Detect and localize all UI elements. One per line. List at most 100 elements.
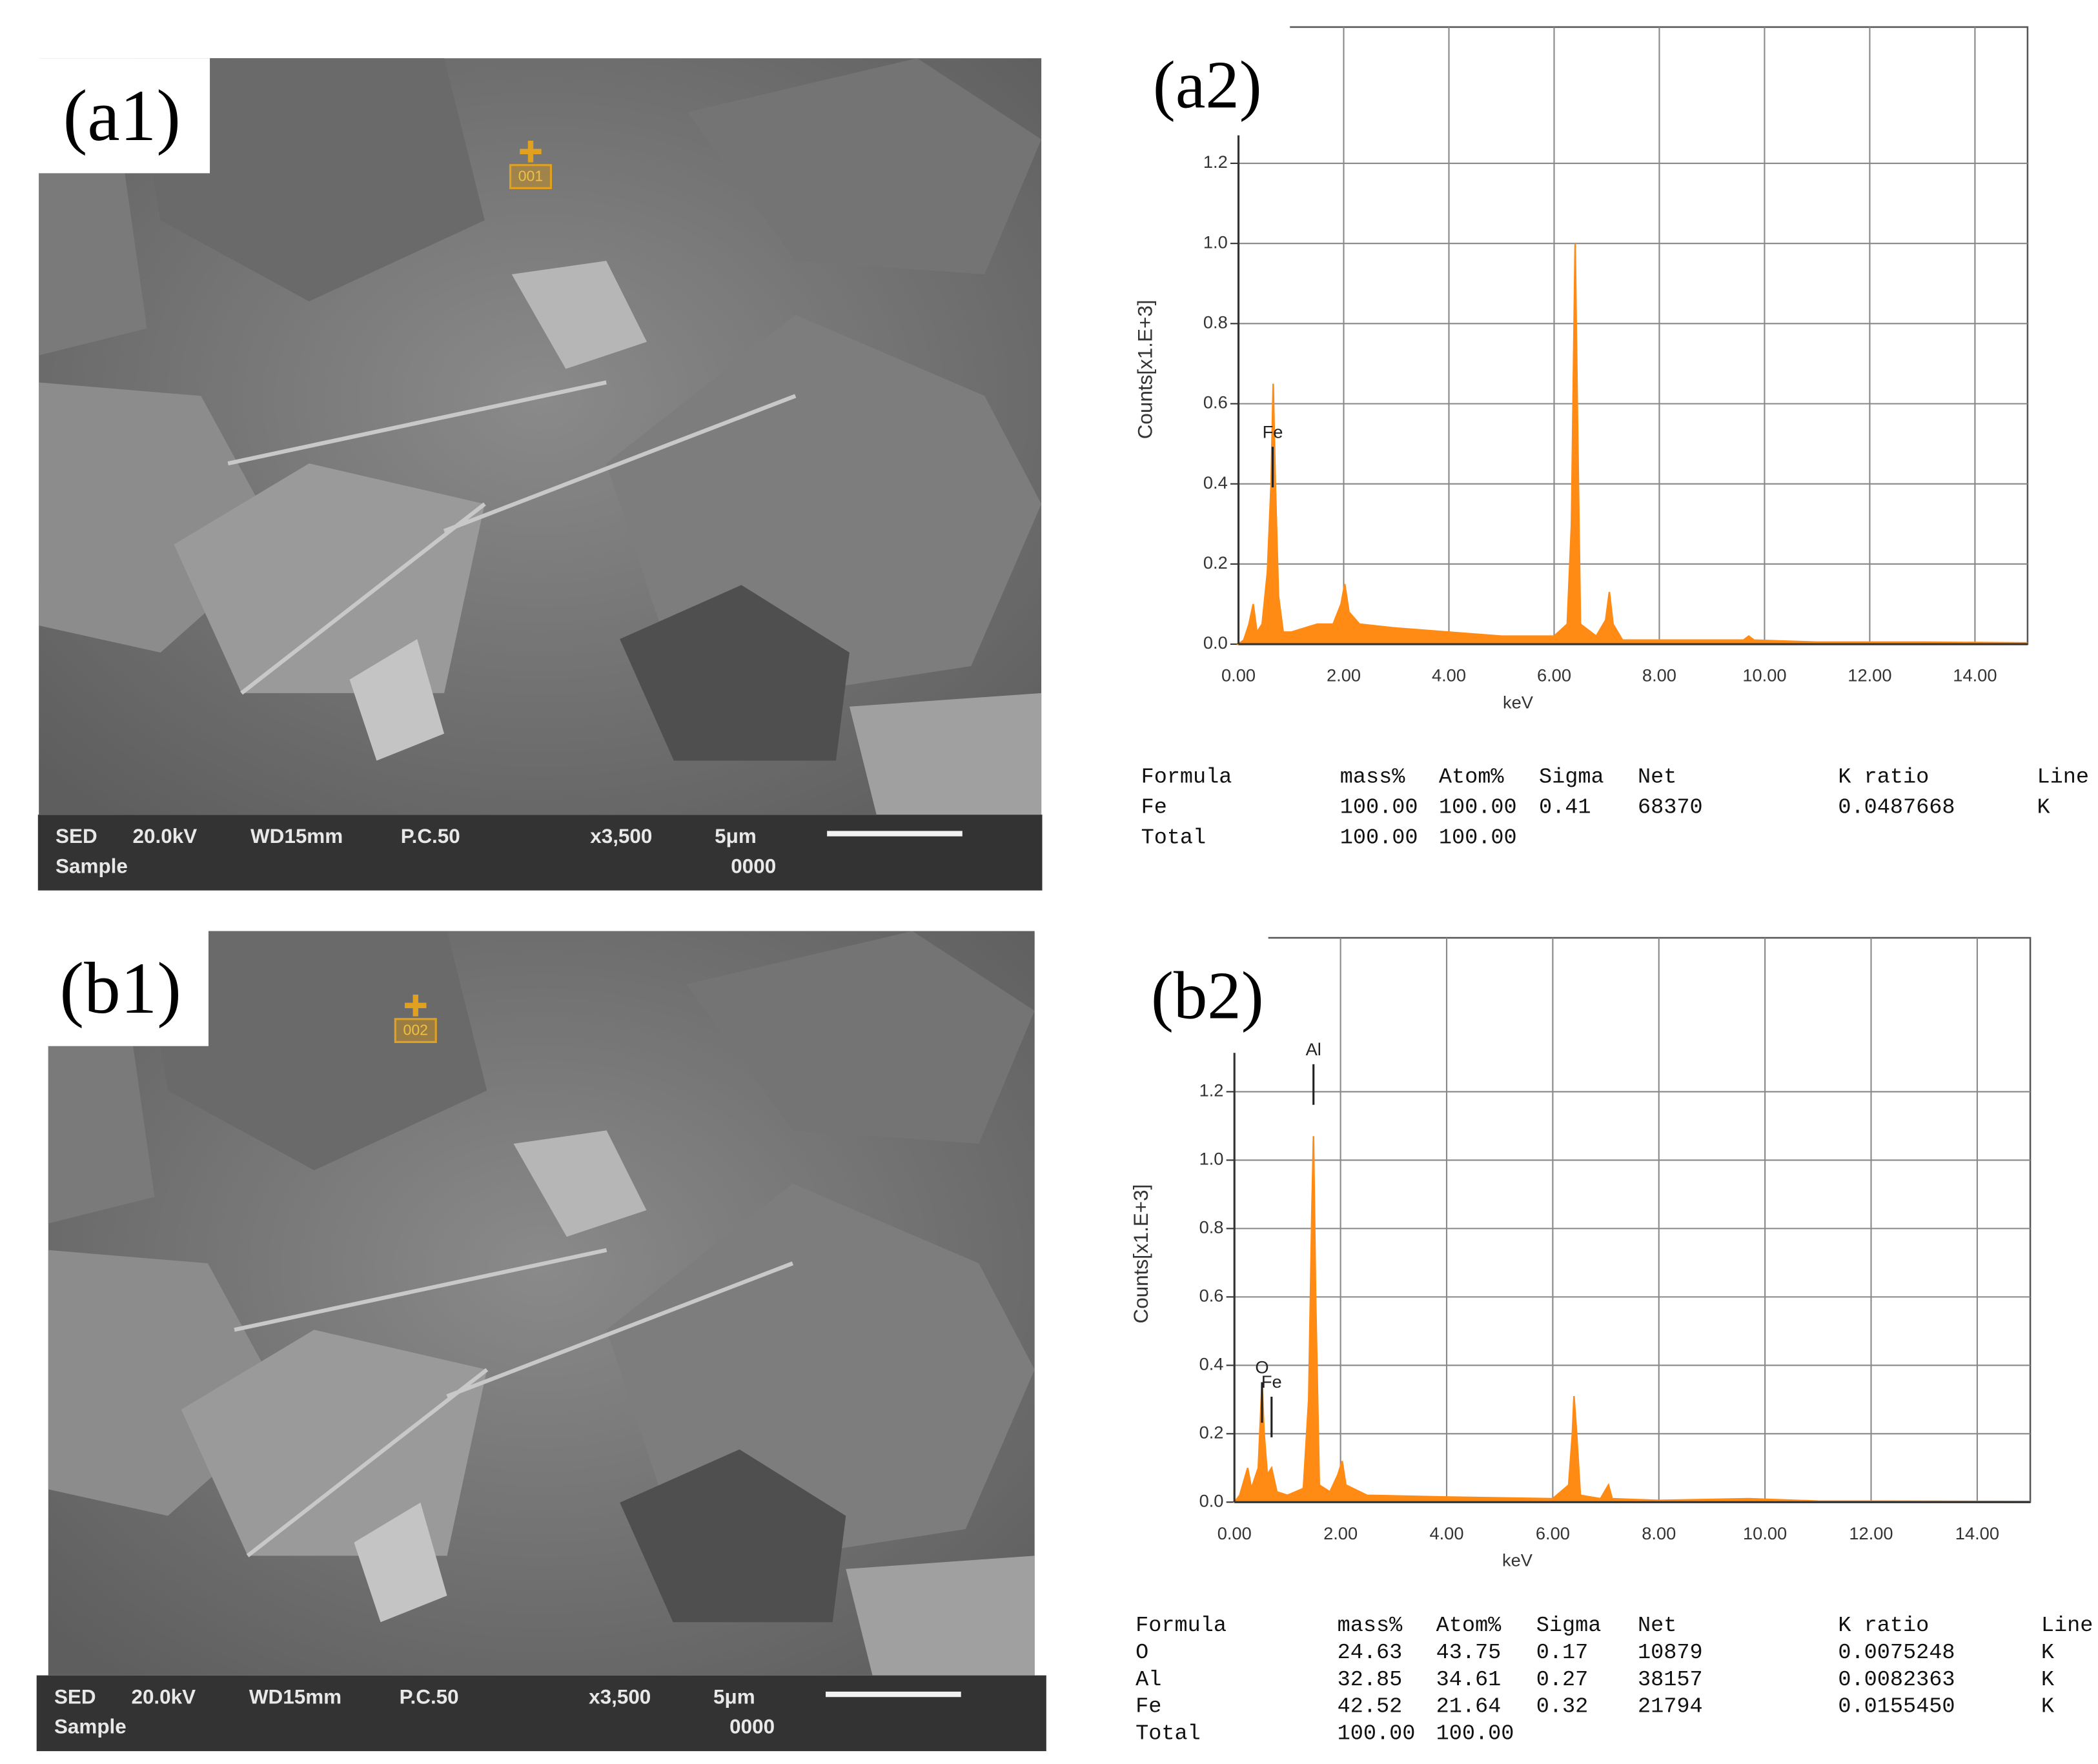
- tables: Formula mass% Atom% Sigma Net K ratio Line Fe 10…: [1136, 765, 2093, 1746]
- spectrum: [1232, 1136, 2031, 1503]
- table-header: Atom%: [1439, 765, 1504, 789]
- table-header: Net: [1638, 1614, 1676, 1638]
- label-box: [1123, 924, 1268, 1053]
- x-tick-label: 8.00: [1642, 665, 1676, 685]
- x-tick-label: 2.00: [1323, 1523, 1358, 1543]
- y-axis-label: Counts[x1.E+3]: [1134, 299, 1156, 439]
- table-cell: 100.00: [1439, 796, 1517, 820]
- info-bar: [36, 1675, 1046, 1752]
- info-text: Sample: [56, 855, 128, 877]
- result-table: Formula mass% Atom% Sigma Net K ratio Line Fe 10…: [1141, 765, 2089, 850]
- table-cell: 0.41: [1539, 796, 1591, 820]
- y-tick-label: 1.0: [1203, 232, 1228, 252]
- table-cell: Al: [1136, 1668, 1161, 1692]
- info-text: P.C.50: [400, 1686, 459, 1708]
- y-tick-label: 0.0: [1199, 1490, 1224, 1510]
- table-cell: 0.0487668: [1838, 796, 1955, 820]
- table-header: K ratio: [1838, 765, 1929, 789]
- table-cell: 42.52: [1338, 1695, 1403, 1719]
- x-axis-label: keV: [1503, 692, 1534, 712]
- y-tick-label: 1.2: [1203, 152, 1228, 172]
- table-header: Net: [1638, 765, 1676, 789]
- y-tick-label: 0.2: [1203, 553, 1228, 573]
- y-axis-label: Counts[x1.E+3]: [1130, 1184, 1152, 1324]
- info-text: 20.0kV: [133, 825, 198, 847]
- annotation-label: Al: [1306, 1039, 1321, 1059]
- x-tick-label: 6.00: [1537, 665, 1571, 685]
- table-cell: 0.0075248: [1838, 1641, 1955, 1665]
- table-header: Line: [2041, 1614, 2093, 1638]
- annotation-label: Fe: [1263, 421, 1283, 441]
- x-tick-label: 8.00: [1642, 1523, 1676, 1543]
- table-cell: 21794: [1638, 1695, 1703, 1719]
- y-tick-label: 0.4: [1199, 1354, 1224, 1374]
- y-tick-label: 1.2: [1199, 1080, 1224, 1100]
- label-box: [37, 58, 210, 174]
- table-cell: 10879: [1638, 1641, 1703, 1665]
- table-cell: 0.27: [1536, 1668, 1589, 1692]
- table-cell: Total: [1136, 1722, 1201, 1747]
- x-tick-label: 14.00: [1953, 665, 1997, 685]
- panel-label: (b1): [59, 948, 181, 1029]
- table-cell: 43.75: [1436, 1641, 1502, 1665]
- panel-label: (a1): [63, 76, 181, 156]
- table-cell: O: [1136, 1641, 1148, 1665]
- info-text: WD15mm: [249, 1686, 341, 1708]
- label-box: [36, 931, 209, 1046]
- table-cell: 34.61: [1436, 1668, 1502, 1692]
- info-text: Sample: [54, 1716, 127, 1738]
- annotation-label: Fe: [1261, 1372, 1282, 1392]
- table-header: Formula: [1141, 765, 1232, 789]
- marker-label: 001: [518, 168, 543, 185]
- table-header: Sigma: [1539, 765, 1604, 789]
- info-text: SED: [56, 825, 97, 847]
- x-tick-label: 12.00: [1848, 665, 1891, 685]
- sem-panel: SED 20.0kV WD15mm P.C.50 x3,500 5μm Sample 0000…: [37, 58, 1043, 891]
- x-tick-label: 0.00: [1217, 1523, 1252, 1543]
- table-header: Line: [2037, 765, 2089, 789]
- panel-label: (a2): [1153, 48, 1262, 123]
- y-tick-label: 1.0: [1199, 1149, 1224, 1169]
- x-tick-label: 12.00: [1849, 1523, 1893, 1543]
- table-cell: 100.00: [1340, 796, 1418, 820]
- spectrum-chart: 0.0 0.2 0.4 0.6 0.8 1.0 1.2 0.00 2.00 4.00 6.00 8.0…: [1123, 924, 2032, 1570]
- marker-cross: [520, 141, 542, 163]
- marker-label: 002: [403, 1022, 428, 1039]
- table-cell: Fe: [1136, 1695, 1161, 1719]
- marker-box: [509, 164, 553, 190]
- table-cell: K: [2041, 1641, 2055, 1665]
- table-header: Sigma: [1536, 1614, 1602, 1638]
- table-header: Atom%: [1436, 1614, 1502, 1638]
- info-text: x3,500: [590, 825, 652, 847]
- table-cell: Total: [1141, 826, 1207, 851]
- info-text: 0000: [731, 855, 776, 877]
- table-cell: 68370: [1638, 796, 1703, 820]
- y-tick-label: 0.8: [1199, 1217, 1224, 1237]
- table-header: mass%: [1340, 765, 1405, 789]
- table-cell: K: [2041, 1668, 2055, 1692]
- y-tick-label: 0.0: [1203, 633, 1228, 653]
- x-tick-label: 6.00: [1536, 1523, 1570, 1543]
- marker-cross: [404, 995, 427, 1017]
- marker-box: [394, 1018, 437, 1044]
- info-text: SED: [54, 1686, 96, 1708]
- spectrum-chart: 0.0 0.2 0.4 0.6 0.8 1.0 1.2 0.00 2.00 4.00 6.00 8.0…: [1123, 13, 2029, 712]
- table-cell: 24.63: [1338, 1641, 1403, 1665]
- x-tick-label: 10.00: [1743, 1523, 1787, 1543]
- spectrum: [1236, 243, 2028, 645]
- x-tick-label: 14.00: [1955, 1523, 1999, 1543]
- x-axis-label: keV: [1502, 1550, 1533, 1570]
- info-text: 5μm: [715, 825, 757, 847]
- table-cell: 32.85: [1338, 1668, 1403, 1692]
- info-text: 5μm: [713, 1686, 755, 1708]
- table-cell: K: [2037, 796, 2051, 820]
- table-cell: K: [2041, 1695, 2055, 1719]
- plot-frame: [1233, 937, 2032, 1503]
- plot-frame: [1237, 26, 2029, 645]
- x-tick-label: 2.00: [1327, 665, 1361, 685]
- info-text: WD15mm: [250, 825, 343, 847]
- result-table: Formula mass% Atom% Sigma Net K ratio Line O 24.…: [1136, 1614, 2093, 1747]
- x-tick-label: 0.00: [1221, 665, 1256, 685]
